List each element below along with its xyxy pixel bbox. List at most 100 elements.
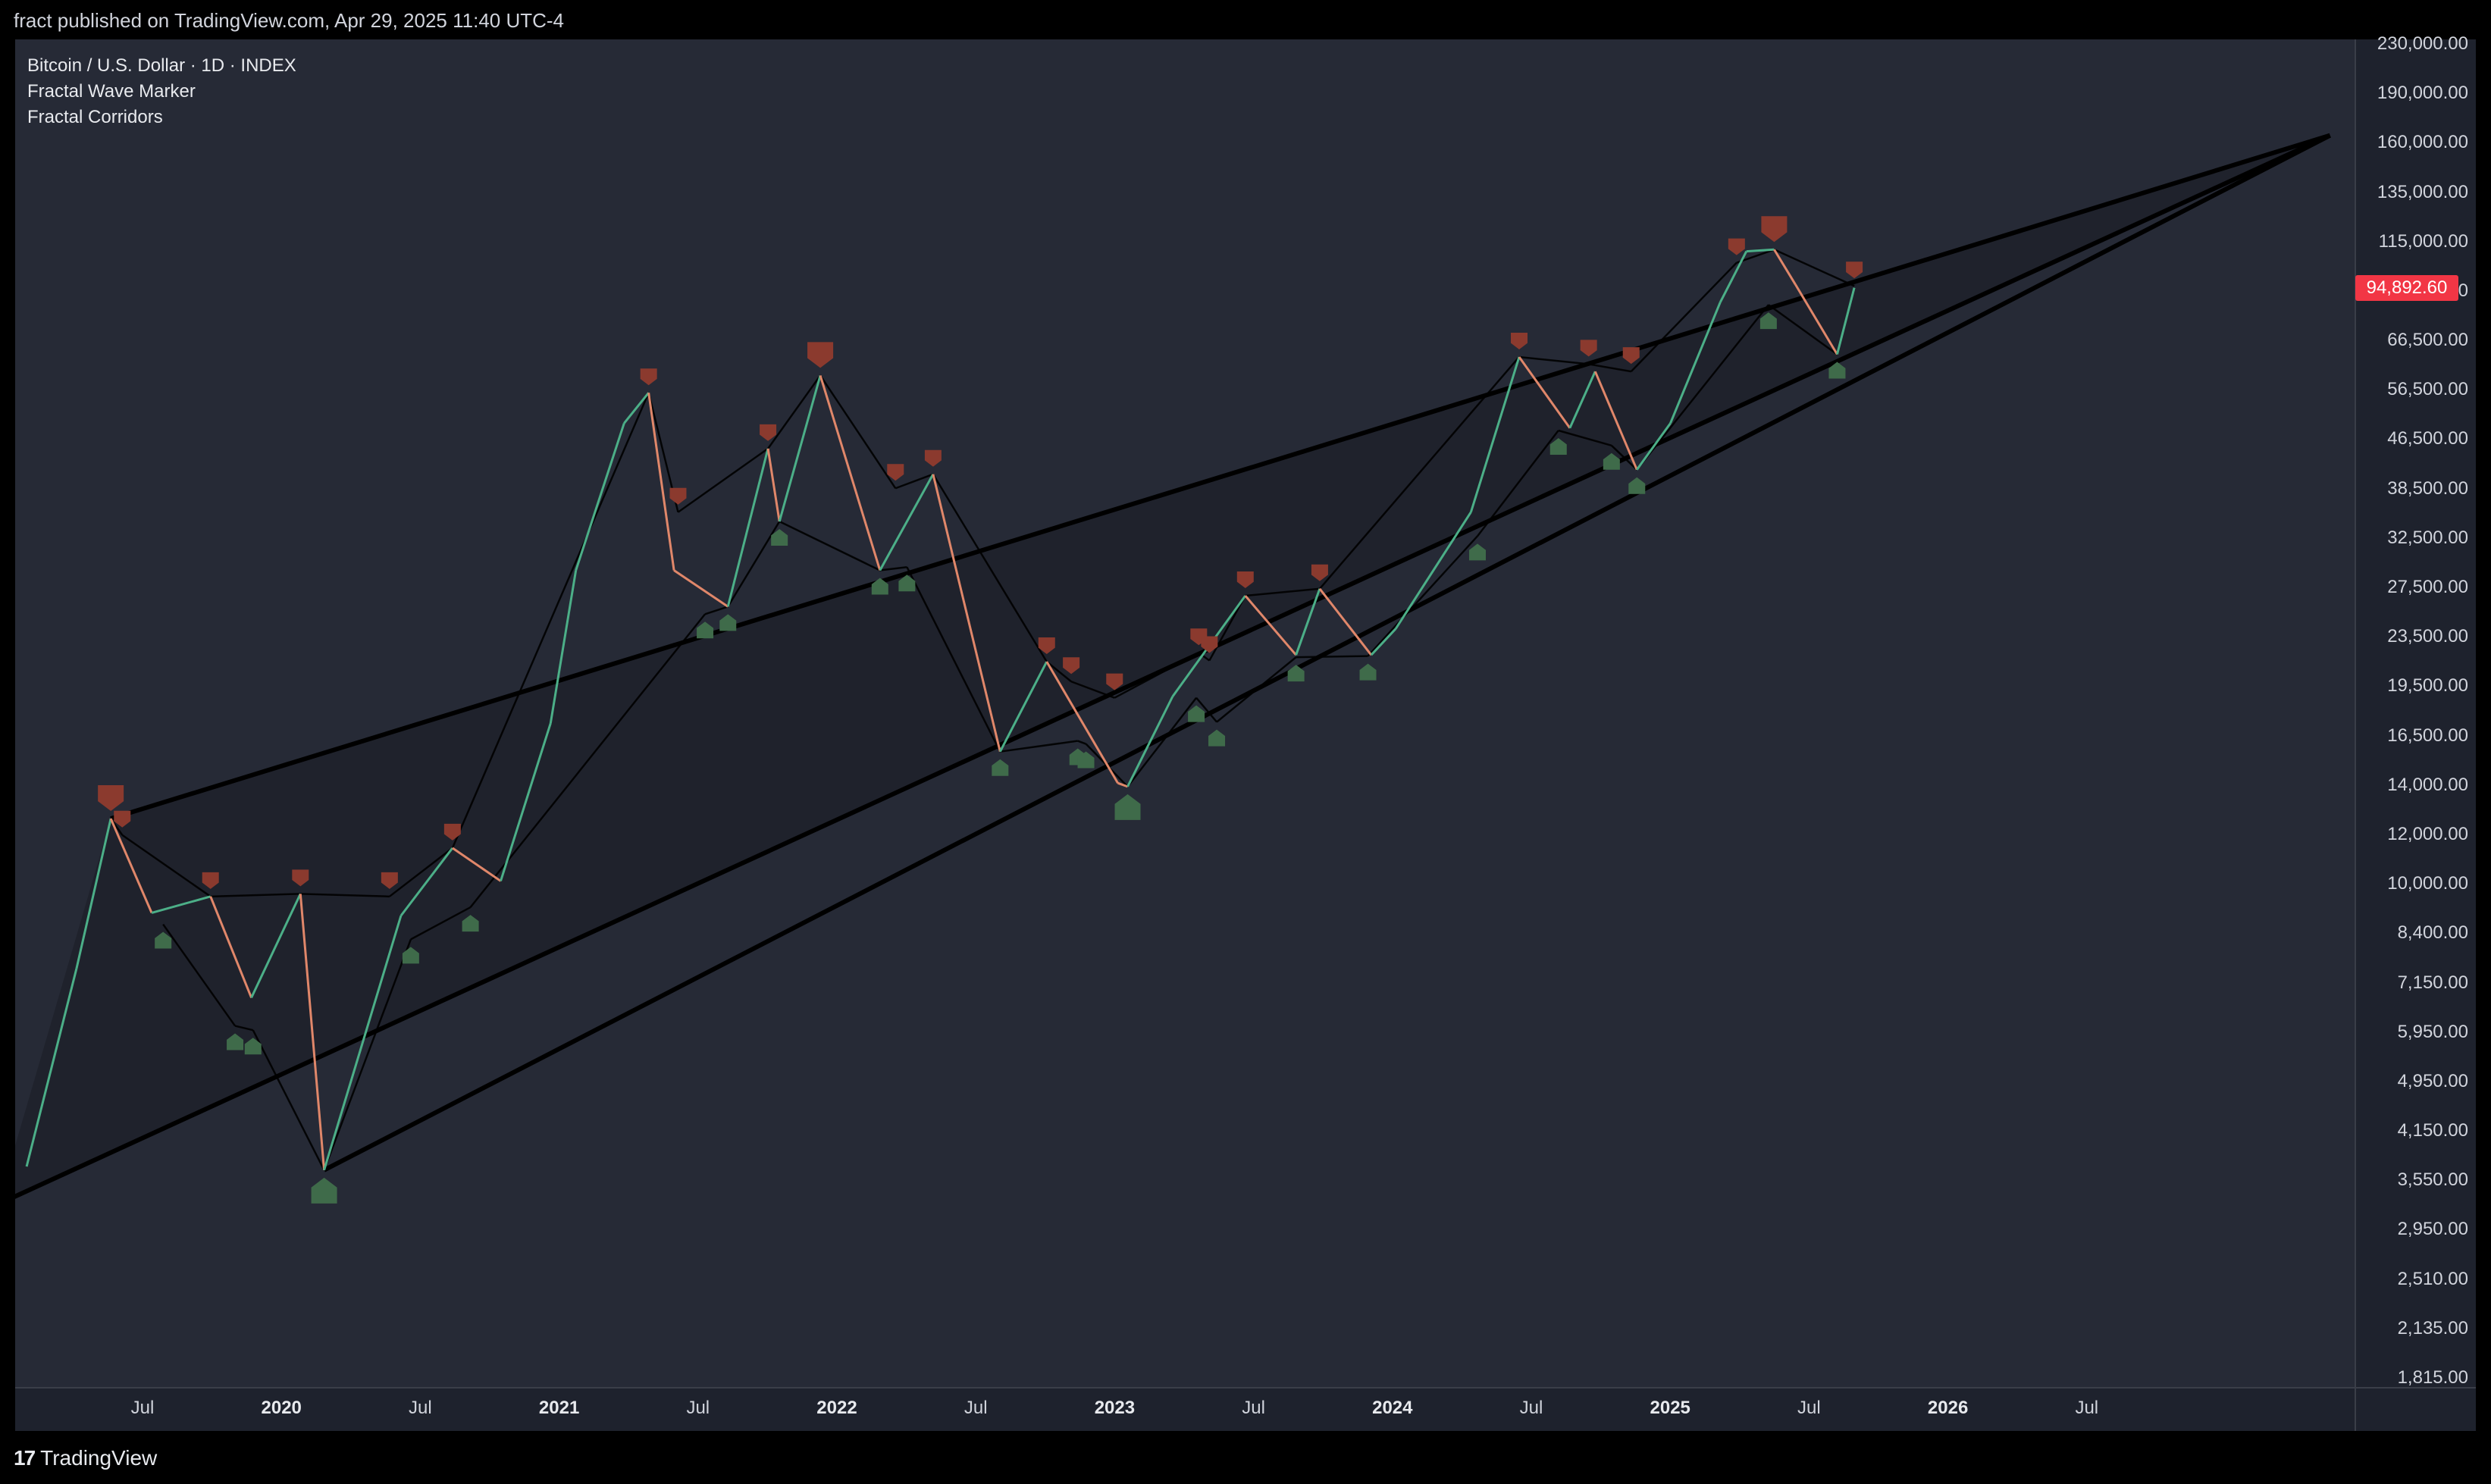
price-series — [25, 248, 1856, 1171]
peak-connector-line — [895, 473, 934, 490]
peak-connector-line — [1588, 363, 1631, 373]
fractal-trough-marker — [1628, 477, 1646, 494]
price-segment — [1719, 250, 1748, 303]
price-segment — [1593, 371, 1638, 471]
price-segment — [1370, 628, 1397, 656]
time-tick-label: 2022 — [816, 1398, 857, 1418]
corridor-lines — [15, 133, 2332, 1199]
trough-connector-line — [1367, 535, 1478, 657]
price-tick-label: 2,135.00 — [2397, 1317, 2468, 1338]
fractal-trough-marker — [227, 1033, 244, 1050]
fractal-peak-marker — [640, 368, 657, 386]
fractal-peak-marker — [98, 785, 124, 812]
price-segment — [1318, 587, 1373, 656]
fractal-trough-marker — [1549, 437, 1567, 455]
fractal-peak-marker — [1580, 340, 1597, 357]
trough-connector-line — [1610, 444, 1638, 471]
symbol-title[interactable]: Bitcoin / U.S. Dollar · 1D · INDEX — [27, 55, 296, 76]
fractal-trough-marker — [871, 578, 888, 595]
time-axis[interactable] — [15, 1389, 2355, 1431]
fractal-trough-marker — [1077, 751, 1095, 769]
price-tick-label: 190,000.00 — [2377, 83, 2468, 104]
fractal-peak-marker — [760, 424, 777, 441]
fractal-peak-marker — [1038, 637, 1055, 655]
price-tick-label: 46,500.00 — [2387, 428, 2468, 449]
trough-connector-line — [252, 1029, 325, 1171]
time-axis-divider — [15, 1387, 2476, 1389]
price-segment — [500, 723, 552, 881]
peak-connector-line — [389, 847, 453, 897]
price-segment — [623, 392, 650, 424]
peak-connector-line — [1318, 356, 1520, 590]
price-segment — [549, 570, 578, 724]
price-axis[interactable] — [2355, 39, 2476, 1431]
fractal-trough-marker — [1828, 362, 1846, 379]
indicator-fractal-corridors[interactable]: Fractal Corridors — [27, 107, 163, 127]
fractal-trough-marker — [244, 1038, 262, 1055]
price-tick-label: 14,000.00 — [2387, 774, 2468, 795]
peak-connector-line — [677, 447, 769, 513]
time-tick-label: Jul — [686, 1398, 710, 1418]
price-segment — [1126, 696, 1174, 787]
tradingview-logo[interactable]: 17 TradingView — [14, 1446, 157, 1470]
time-tick-label: Jul — [1797, 1398, 1821, 1418]
price-segment — [1394, 511, 1472, 630]
price-tick-label: 16,500.00 — [2387, 725, 2468, 746]
fractal-peak-marker — [1063, 657, 1080, 675]
price-tick-label: 66,500.00 — [2387, 330, 2468, 351]
price-tick-label: 160,000.00 — [2377, 132, 2468, 153]
price-tick-label: 115,000.00 — [2378, 230, 2468, 252]
price-plot[interactable] — [15, 39, 2355, 1387]
peak-connector-line — [1070, 681, 1115, 699]
fractal-trough-marker — [1287, 665, 1305, 682]
price-segment — [1518, 356, 1571, 429]
price-tick-label: 32,500.00 — [2387, 527, 2468, 548]
fractal-trough-marker — [402, 947, 419, 964]
peak-connector-line — [451, 392, 650, 849]
peak-connector-line — [1773, 249, 1855, 287]
peak-connector-line — [1245, 587, 1321, 597]
fractal-peak-marker — [1622, 347, 1640, 365]
fractal-peak-marker — [1236, 571, 1254, 589]
fractal-trough-marker — [1759, 312, 1777, 330]
price-segment — [879, 473, 935, 571]
price-segment — [1669, 302, 1722, 424]
price-tick-label: 8,400.00 — [2397, 922, 2468, 944]
time-tick-label: 2021 — [538, 1398, 580, 1418]
time-tick-label: Jul — [2075, 1398, 2099, 1418]
fractal-trough-marker — [462, 915, 479, 932]
publish-info: fract published on TradingView.com, Apr … — [14, 9, 565, 32]
fractal-trough-marker — [1469, 543, 1487, 561]
fractal-peak-marker — [202, 872, 219, 889]
price-tick-label: 1,815.00 — [2397, 1367, 2468, 1388]
price-segment — [1746, 248, 1775, 253]
peak-connector-line — [121, 834, 212, 897]
price-tick-label: 12,000.00 — [2387, 823, 2468, 844]
price-segment — [1794, 283, 1838, 355]
price-tick-label: 56,500.00 — [2387, 379, 2468, 400]
fractal-trough-marker — [719, 614, 737, 631]
fractal-trough-marker — [771, 529, 788, 546]
fractal-trough-marker — [898, 575, 916, 592]
fractal-markers — [98, 216, 1863, 1204]
trough-connector-line — [469, 613, 707, 908]
price-tick-label: 2,950.00 — [2397, 1219, 2468, 1240]
indicator-fractal-wave-marker[interactable]: Fractal Wave Marker — [27, 81, 196, 102]
fractal-peak-marker — [1201, 636, 1218, 653]
price-segment — [766, 448, 781, 522]
fractal-peak-marker — [292, 869, 309, 887]
price-segment — [1636, 422, 1672, 471]
price-tick-label: 3,550.00 — [2397, 1169, 2468, 1191]
trough-connector-line — [234, 1025, 254, 1032]
price-segment — [1045, 661, 1119, 784]
trough-connector-line — [1126, 697, 1198, 787]
peak-connector-line — [1114, 652, 1199, 699]
time-tick-label: Jul — [1519, 1398, 1543, 1418]
corridor-line-2 — [110, 133, 2331, 821]
price-tick-label: 230,000.00 — [2377, 33, 2468, 54]
time-tick-label: 2024 — [1372, 1398, 1413, 1418]
trough-connector-line — [1558, 429, 1612, 447]
peak-connector-line — [1518, 355, 1589, 365]
price-segment — [1568, 371, 1596, 429]
fractal-trough-marker — [311, 1177, 337, 1204]
